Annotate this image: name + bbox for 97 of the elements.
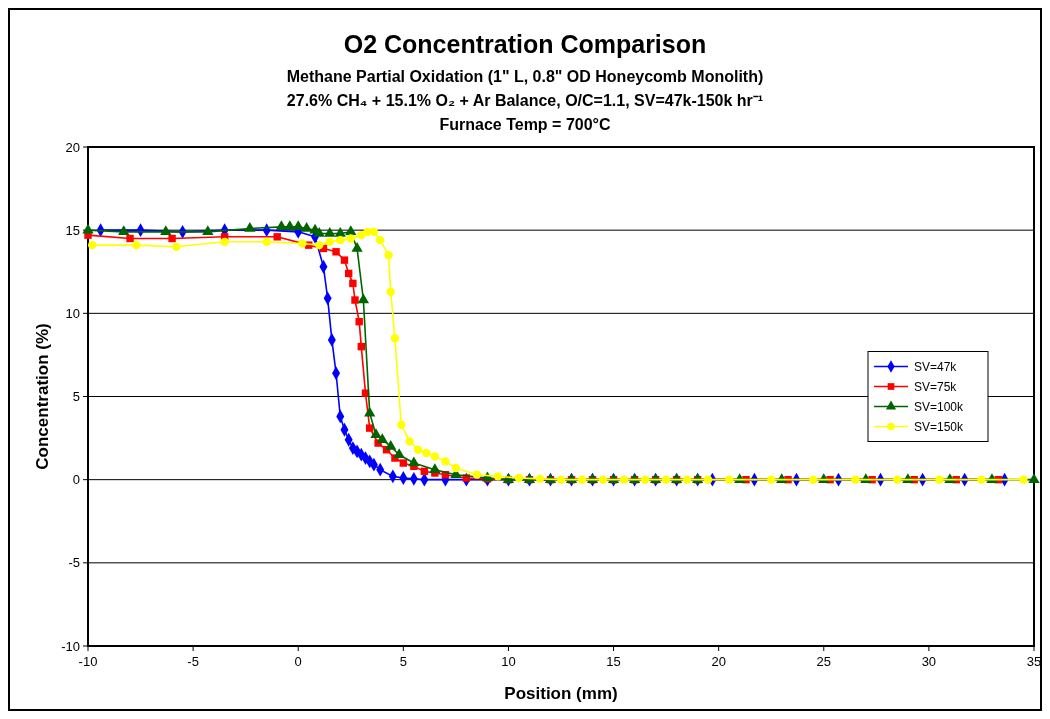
- point: [273, 233, 281, 241]
- point: [324, 226, 336, 237]
- point: [376, 235, 385, 245]
- point: [767, 475, 776, 484]
- point: [351, 296, 359, 304]
- point: [315, 240, 324, 250]
- point: [451, 463, 461, 473]
- point: [535, 474, 545, 484]
- point: [724, 475, 734, 484]
- point: [118, 225, 130, 236]
- point: [385, 439, 397, 450]
- x-tick-label: 25: [816, 654, 832, 669]
- x-axis-title: Position (mm): [504, 684, 618, 703]
- point: [168, 234, 176, 243]
- y-tick-label: 20: [65, 139, 80, 155]
- point: [364, 406, 376, 417]
- point: [514, 473, 524, 483]
- point: [393, 448, 405, 458]
- point: [262, 237, 271, 246]
- point: [376, 433, 388, 443]
- y-tick-label: 10: [65, 305, 80, 321]
- point: [661, 475, 671, 484]
- point: [301, 222, 313, 232]
- point: [429, 463, 441, 473]
- point: [365, 424, 374, 432]
- point: [598, 475, 608, 484]
- point: [349, 279, 357, 288]
- x-tick-label: 10: [501, 654, 516, 669]
- legend-label: SV=100k: [914, 399, 965, 414]
- point: [334, 226, 346, 237]
- point: [172, 242, 181, 251]
- point: [441, 457, 450, 466]
- x-tick-label: 20: [711, 654, 726, 669]
- point: [126, 234, 134, 243]
- y-axis-title: Concentration (%): [33, 323, 52, 470]
- point: [132, 240, 141, 250]
- point: [313, 226, 325, 237]
- point: [202, 225, 214, 236]
- point: [399, 459, 408, 467]
- x-tick-label: 0: [294, 654, 302, 669]
- y-tick-label: -10: [61, 638, 80, 654]
- point: [336, 235, 345, 245]
- point: [577, 475, 587, 484]
- point: [351, 241, 363, 252]
- point: [357, 230, 366, 240]
- point: [935, 475, 944, 484]
- point: [88, 240, 97, 250]
- point: [405, 437, 414, 446]
- x-tick-label: 15: [606, 654, 621, 669]
- point: [357, 293, 370, 304]
- point: [682, 475, 692, 484]
- point: [408, 456, 420, 467]
- point: [977, 475, 986, 484]
- point: [220, 237, 229, 246]
- point: [370, 428, 382, 439]
- point: [369, 227, 379, 237]
- point: [472, 470, 482, 479]
- point: [332, 248, 340, 256]
- x-tick-label: 5: [399, 654, 407, 669]
- point: [556, 475, 566, 484]
- chart-title: O2 Concentration Comparison: [343, 30, 707, 58]
- point: [1019, 475, 1028, 484]
- point: [345, 225, 357, 236]
- point: [809, 475, 818, 484]
- point: [340, 256, 349, 264]
- point: [397, 420, 406, 429]
- point: [640, 475, 650, 484]
- legend-label: SV=75k: [914, 379, 958, 394]
- point: [160, 225, 172, 236]
- x-tick-label: -5: [187, 654, 199, 669]
- point: [893, 475, 902, 484]
- point: [493, 472, 503, 481]
- point: [384, 250, 393, 260]
- legend-label: SV=47k: [914, 359, 958, 374]
- y-tick-label: 0: [72, 472, 80, 488]
- y-tick-label: 15: [65, 222, 80, 238]
- point: [413, 445, 423, 454]
- y-tick-label: -5: [68, 555, 80, 571]
- point: [386, 287, 395, 296]
- x-tick-label: 30: [921, 654, 937, 669]
- chart-subtitle: Methane Partial Oxidation (1" L, 0.8" OD Honeycomb Monolith) 27.6% CH₄ + 15.1% O₂ + Ar Balance, O/C=1.1, SV=47k-150k hr⁻¹ Furnace Temp = 700°C: [286, 68, 764, 133]
- point: [82, 223, 94, 234]
- point: [430, 452, 440, 461]
- point: [325, 237, 334, 246]
- point: [619, 475, 629, 484]
- point: [390, 334, 400, 343]
- point: [1028, 473, 1040, 483]
- y-tick-label: 5: [72, 389, 80, 405]
- legend-label: SV=150k: [914, 419, 965, 434]
- point: [851, 475, 860, 484]
- point: [422, 448, 431, 458]
- point: [703, 475, 713, 484]
- point: [244, 222, 256, 232]
- point: [298, 239, 307, 248]
- point: [355, 317, 363, 326]
- point: [346, 234, 355, 243]
- x-tick-label: 35: [1026, 654, 1042, 669]
